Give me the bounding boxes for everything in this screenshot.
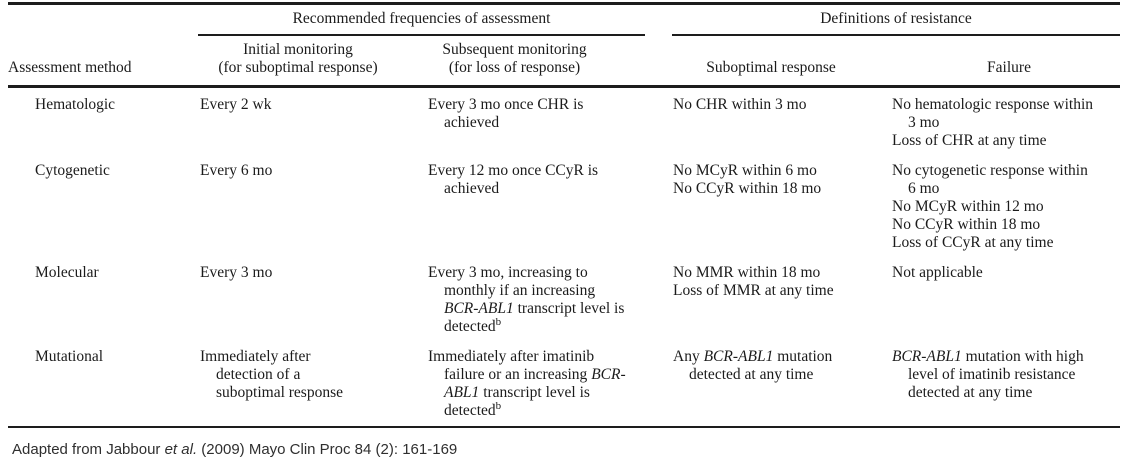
table-top-rule — [8, 2, 1120, 5]
table-row: Mutational Immediately after detection of… — [8, 348, 1120, 420]
row-label-molecular: Molecular — [35, 264, 99, 281]
group-header-row: Recommended frequencies of assessment De… — [8, 5, 1120, 36]
column-header-failure: Failure — [987, 59, 1031, 76]
cell-suboptimal: No MCyR within 6 mo No CCyR within 18 mo — [672, 162, 870, 252]
cell-line: No CCyR within 18 mo — [892, 216, 1041, 233]
cell-initial: Every 3 mo — [198, 264, 398, 336]
table-row: Hematologic Every 2 wk Every 3 mo once CHR… — [8, 96, 1120, 150]
table-bottom-rule — [8, 426, 1120, 428]
cell-initial: Every 6 mo — [198, 162, 398, 252]
cell-initial: Immediately after detection of a subopti… — [198, 348, 398, 420]
cell-line: Immediately after imatinib failure or an… — [428, 348, 626, 419]
table-row: Cytogenetic Every 6 mo Every 12 mo once CC… — [8, 162, 1120, 252]
cell-subsequent: Immediately after imatinib failure or an… — [398, 348, 645, 420]
cell-line: Loss of CCyR at any time — [892, 234, 1054, 251]
column-header-suboptimal-response: Suboptimal response — [706, 59, 836, 76]
cell-line: Every 12 mo once CCyR is achieved — [428, 162, 599, 197]
cell-suboptimal: No CHR within 3 mo — [672, 96, 870, 150]
column-header-assessment-method: Assessment method — [8, 59, 132, 76]
cell-line: No hematologic response within 3 mo — [892, 96, 1094, 131]
row-label-hematologic: Hematologic — [35, 96, 116, 113]
column-header-subsequent-monitoring: Subsequent monitoring (for loss of respo… — [442, 41, 587, 76]
row-label-mutational: Mutational — [35, 348, 104, 365]
table-row: Molecular Every 3 mo Every 3 mo, increasin… — [8, 264, 1120, 336]
cell-line: No cytogenetic response within 6 mo — [892, 162, 1088, 197]
cell-subsequent: Every 12 mo once CCyR is achieved — [398, 162, 645, 252]
cell-line: Every 3 mo — [200, 264, 273, 281]
group-header-spacer — [8, 5, 198, 36]
column-gap — [645, 96, 672, 150]
column-header-initial-monitoring: Initial monitoring (for suboptimal respo… — [218, 41, 378, 76]
cell-line: No MCyR within 6 mo — [673, 162, 817, 179]
cell-line: No CCyR within 18 mo — [673, 180, 822, 197]
group-header-frequencies: Recommended frequencies of assessment — [198, 5, 645, 36]
cell-initial: Every 2 wk — [198, 96, 398, 150]
cell-line: Every 3 mo, increasing to monthly if an … — [428, 264, 625, 335]
column-gap — [645, 348, 672, 420]
table-body: Hematologic Every 2 wk Every 3 mo once CHR… — [8, 88, 1120, 426]
cell-line: BCR-ABL1 mutation with high level of ima… — [892, 348, 1084, 401]
cell-failure: No hematologic response within 3 mo Loss … — [870, 96, 1120, 150]
cell-line: Loss of CHR at any time — [892, 132, 1047, 149]
cell-line: Not applicable — [892, 264, 983, 281]
cell-failure: No cytogenetic response within 6 mo No MC… — [870, 162, 1120, 252]
cell-line: No CHR within 3 mo — [673, 96, 807, 113]
cell-line: Any BCR-ABL1 mutation detected at any ti… — [673, 348, 833, 383]
cell-suboptimal: Any BCR-ABL1 mutation detected at any ti… — [672, 348, 870, 420]
cell-suboptimal: No MMR within 18 mo Loss of MMR at any ti… — [672, 264, 870, 336]
cell-line: Every 6 mo — [200, 162, 273, 179]
cell-line: Every 2 wk — [200, 96, 272, 113]
column-gap — [645, 264, 672, 336]
cell-line: Immediately after detection of a subopti… — [200, 348, 343, 401]
group-header-resistance: Definitions of resistance — [672, 5, 1120, 36]
cell-failure: BCR-ABL1 mutation with high level of ima… — [870, 348, 1120, 420]
source-note: Adapted from Jabbour et al. (2009) Mayo … — [8, 440, 1120, 460]
header-bottom-rule — [8, 85, 1120, 88]
cell-line: No MCyR within 12 mo — [892, 198, 1044, 215]
cell-subsequent: Every 3 mo once CHR is achieved — [398, 96, 645, 150]
cell-subsequent: Every 3 mo, increasing to monthly if an … — [398, 264, 645, 336]
cell-failure: Not applicable — [870, 264, 1120, 336]
row-label-cytogenetic: Cytogenetic — [35, 162, 110, 179]
column-header-row: Assessment method Initial monitoring (fo… — [8, 36, 1120, 85]
group-header-frequencies-label: Recommended frequencies of assessment — [292, 10, 551, 27]
cell-line: No MMR within 18 mo — [673, 264, 821, 281]
group-header-resistance-label: Definitions of resistance — [820, 10, 972, 27]
cell-line: Loss of MMR at any time — [673, 282, 834, 299]
column-gap — [645, 5, 672, 36]
column-gap — [645, 41, 672, 77]
source-note-text: Adapted from Jabbour et al. (2009) Mayo … — [12, 441, 458, 458]
column-gap — [645, 162, 672, 252]
cell-line: Every 3 mo once CHR is achieved — [428, 96, 584, 131]
